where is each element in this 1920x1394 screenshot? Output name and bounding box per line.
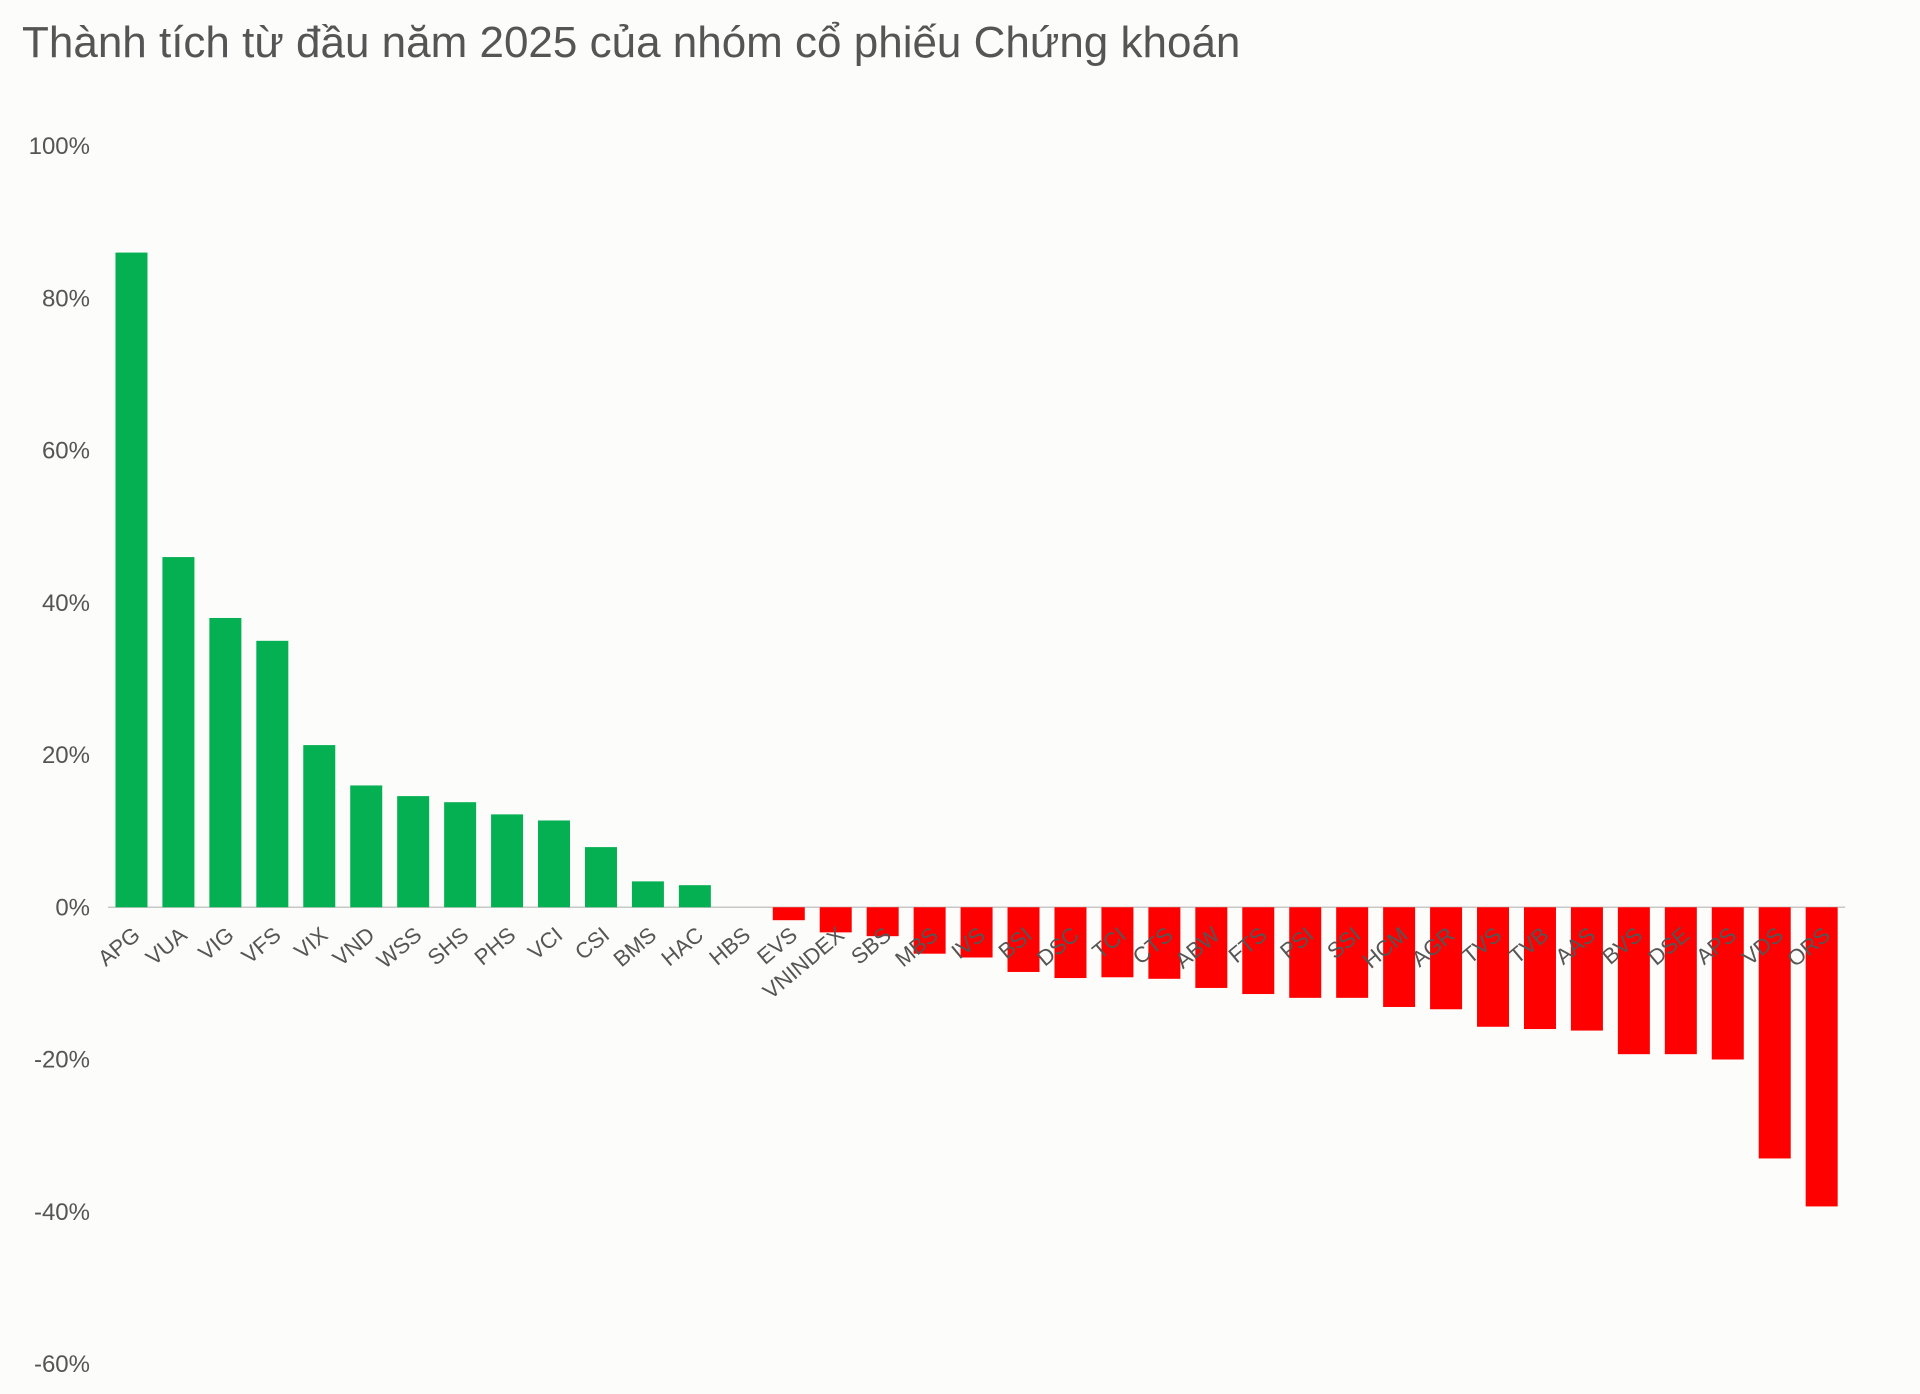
x-tick-label: APG	[93, 922, 145, 971]
chart-title: Thành tích từ đầu năm 2025 của nhóm cổ p…	[22, 18, 1241, 67]
bar-vds	[1758, 907, 1791, 1159]
bar-hcm	[1383, 907, 1416, 1007]
y-axis: 100% 80% 60% 40% 20% 0% -20% -40% -60%	[29, 133, 90, 1378]
bar-ivs	[960, 907, 993, 958]
bar-shs	[444, 802, 477, 908]
bar-vix	[303, 745, 336, 908]
bar-phs	[491, 814, 524, 908]
y-tick-label: -40%	[34, 1199, 90, 1226]
y-tick-label: 80%	[42, 285, 90, 312]
bar-vci	[538, 820, 571, 908]
bar-abw	[1195, 907, 1228, 988]
x-tick-label: BMS	[609, 922, 662, 972]
y-tick-label: -60%	[34, 1351, 90, 1378]
y-tick-label: 60%	[42, 438, 90, 465]
x-tick-label: VIX	[289, 922, 332, 964]
bar-psi	[1289, 907, 1322, 998]
x-tick-label: SHS	[423, 922, 474, 970]
bar-vua	[162, 557, 195, 908]
bar-aps	[1711, 907, 1744, 1060]
x-tick-label: VCI	[523, 922, 567, 965]
bar-dse	[1664, 907, 1697, 1055]
bar-cts	[1148, 907, 1181, 979]
bar-fts	[1242, 907, 1275, 995]
y-tick-label: 0%	[55, 894, 90, 921]
x-tick-label: WSS	[372, 922, 426, 973]
bar-wss	[397, 796, 430, 908]
bar-evs	[772, 907, 805, 921]
bar-tci	[1101, 907, 1134, 978]
y-tick-label: 100%	[29, 133, 90, 160]
bar-ssi	[1336, 907, 1369, 998]
bar-vig	[209, 617, 242, 908]
bar-bvs	[1617, 907, 1650, 1055]
bar-tvs	[1477, 907, 1510, 1027]
bar-vfs	[256, 640, 289, 908]
y-tick-label: -20%	[34, 1047, 90, 1074]
bar-aas	[1570, 907, 1603, 1031]
bar-hac	[678, 885, 711, 908]
x-tick-label: HBS	[704, 922, 755, 970]
x-tick-label: VFS	[237, 922, 286, 969]
x-tick-label: HAC	[656, 922, 708, 971]
bar-sbs	[866, 907, 899, 937]
bar-bsi	[1007, 907, 1040, 972]
bars	[115, 252, 1838, 1207]
bar-dsc	[1054, 907, 1087, 979]
x-tick-label: PHS	[470, 922, 521, 970]
bar-vnd	[350, 785, 383, 908]
bar-bms	[631, 881, 664, 908]
y-tick-label: 40%	[42, 590, 90, 617]
bar-mbs	[913, 907, 946, 954]
bar-agr	[1430, 907, 1463, 1010]
bar-ors	[1805, 907, 1838, 1207]
bar-tvb	[1523, 907, 1556, 1030]
x-tick-label: VIG	[193, 922, 238, 966]
bar-apg	[115, 252, 148, 908]
bar-csi	[584, 847, 617, 908]
y-tick-label: 20%	[42, 742, 90, 769]
x-tick-label: VND	[328, 922, 380, 971]
x-tick-label: CSI	[570, 922, 614, 965]
x-tick-label: VUA	[141, 922, 192, 970]
bar-vnindex	[819, 907, 852, 933]
